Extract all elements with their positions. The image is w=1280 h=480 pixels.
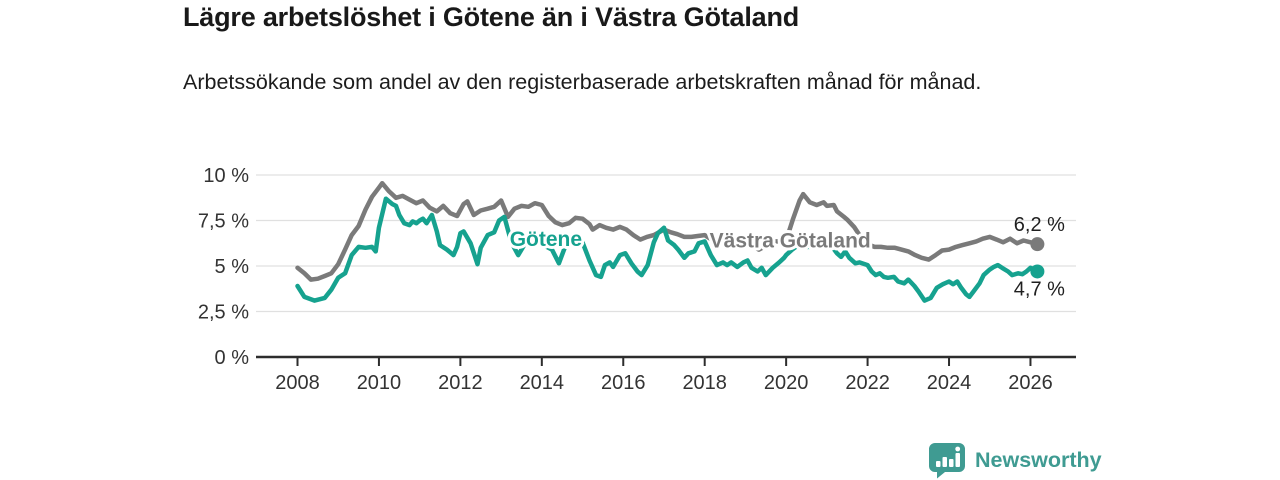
x-axis-label: 2024 (927, 372, 972, 394)
series-end-dot-västra-götaland (1030, 237, 1045, 252)
chart-title: Lägre arbetslöshet i Götene än i Västra … (183, 2, 800, 32)
y-axis-label: 5 % (215, 256, 250, 278)
x-axis-label: 2012 (438, 372, 483, 394)
series-end-dot-götene (1030, 264, 1045, 279)
x-axis-label: 2026 (1008, 372, 1053, 394)
series-end-value-västra-götaland: 6,2 % (1014, 214, 1065, 236)
x-axis-label: 2018 (682, 372, 727, 394)
series-line-götene (295, 196, 1040, 303)
x-axis-label: 2014 (520, 372, 565, 394)
y-axis-label: 0 % (215, 347, 250, 369)
bar-small (936, 461, 941, 467)
bar-large (949, 459, 954, 467)
x-axis-label: 2008 (275, 372, 320, 394)
bar-medium (942, 457, 947, 467)
series-line-västra-götaland (295, 180, 1040, 282)
x-axis-label: 2022 (845, 372, 890, 394)
newsworthy-logo-text: Newsworthy (975, 448, 1102, 472)
y-axis-label: 10 % (203, 165, 249, 187)
exclamation-bar (955, 453, 960, 467)
y-axis-label: 7,5 % (198, 211, 249, 233)
x-axis-label: 2016 (601, 372, 646, 394)
series-name-label-götene: Götene (510, 228, 582, 251)
x-axis-label: 2020 (764, 372, 809, 394)
series-end-value-götene: 4,7 % (1014, 278, 1065, 300)
exclamation-dot (955, 446, 961, 452)
y-axis-label: 2,5 % (198, 302, 249, 324)
series-name-label-västra-götaland: Västra Götaland (710, 230, 871, 253)
bar-chart-speech-bubble-icon (929, 443, 965, 479)
newsworthy-brand: Newsworthy (928, 442, 1102, 479)
chart-subtitle: Arbetssökande som andel av den registerb… (183, 70, 982, 94)
x-axis-label: 2010 (357, 372, 402, 394)
